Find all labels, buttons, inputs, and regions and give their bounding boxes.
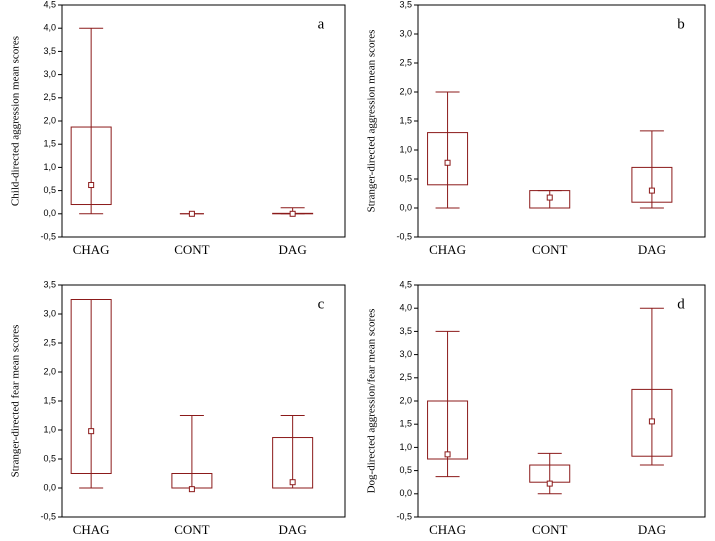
center-marker	[546, 194, 553, 201]
y-axis-label: Stranger-directed aggression mean scores	[366, 30, 378, 213]
x-tick-label: CONT	[532, 522, 567, 537]
y-tick-label: -0,5	[396, 231, 412, 241]
y-tick-label: 3,0	[399, 349, 412, 359]
center-marker	[88, 182, 95, 189]
x-tick-label: CHAG	[73, 242, 110, 257]
x-tick-label: CONT	[174, 522, 209, 537]
y-tick-label: 3,0	[399, 28, 412, 38]
center-marker	[546, 480, 553, 487]
y-tick-label: 1,5	[399, 115, 412, 125]
box	[529, 190, 571, 209]
y-tick-label: 3,5	[399, 0, 412, 9]
x-tick-label: DAG	[638, 522, 666, 537]
y-tick-label: 1,0	[43, 162, 56, 172]
y-tick-label: 1,0	[43, 424, 56, 434]
center-marker	[188, 486, 195, 493]
box	[427, 400, 469, 460]
plot-frame	[61, 4, 346, 238]
box	[272, 437, 314, 489]
y-tick-label: 1,5	[43, 395, 56, 405]
y-tick-label: 1,0	[399, 442, 412, 452]
center-marker	[289, 479, 296, 486]
box	[631, 166, 673, 203]
y-tick-label: 0,0	[399, 488, 412, 498]
center-marker	[188, 210, 195, 217]
y-tick-label: 2,5	[399, 372, 412, 382]
center-marker	[648, 418, 655, 425]
y-tick-label: 0,0	[399, 202, 412, 212]
y-tick-label: 4,0	[399, 303, 412, 313]
y-tick-label: 0,5	[43, 453, 56, 463]
y-tick-label: 2,0	[43, 366, 56, 376]
y-tick-label: 4,0	[43, 23, 56, 33]
y-tick-label: 3,5	[43, 46, 56, 56]
center-marker	[648, 187, 655, 194]
y-tick-label: 2,5	[43, 337, 56, 347]
y-tick-label: 3,5	[399, 326, 412, 336]
x-tick-label: CHAG	[73, 522, 110, 537]
y-tick-label: -0,5	[396, 511, 412, 521]
y-tick-label: 0,5	[399, 173, 412, 183]
box	[70, 126, 112, 206]
box	[631, 388, 673, 457]
y-tick-label: 2,5	[399, 57, 412, 67]
center-marker	[444, 159, 451, 166]
y-tick-label: 2,0	[399, 395, 412, 405]
y-tick-label: 1,0	[399, 144, 412, 154]
y-tick-label: 0,5	[399, 465, 412, 475]
y-tick-label: 2,0	[43, 115, 56, 125]
box	[70, 299, 112, 474]
y-tick-label: 2,5	[43, 92, 56, 102]
x-tick-label: CONT	[174, 242, 209, 257]
x-tick-label: DAG	[279, 522, 307, 537]
y-tick-label: 4,5	[399, 279, 412, 289]
box	[427, 132, 469, 186]
panel-letter: a	[318, 16, 325, 32]
x-tick-label: CHAG	[429, 242, 466, 257]
x-tick-label: DAG	[279, 242, 307, 257]
y-tick-label: 1,5	[43, 139, 56, 149]
y-tick-label: 4,5	[43, 0, 56, 9]
plot-frame	[61, 284, 346, 518]
y-tick-label: 0,5	[43, 185, 56, 195]
x-tick-label: DAG	[638, 242, 666, 257]
y-tick-label: 1,5	[399, 419, 412, 429]
center-marker	[289, 210, 296, 217]
panel-letter: b	[677, 16, 685, 32]
x-tick-label: CONT	[532, 242, 567, 257]
y-tick-label: 3,0	[43, 308, 56, 318]
x-tick-label: CHAG	[429, 522, 466, 537]
center-marker	[444, 451, 451, 458]
y-tick-label: -0,5	[40, 511, 56, 521]
panel-letter: d	[677, 296, 685, 312]
y-tick-label: 2,0	[399, 86, 412, 96]
y-axis-label: Dog-directed aggression/fear mean scores	[366, 309, 378, 494]
y-axis-label: Child-directed aggression mean scores	[10, 36, 22, 206]
panel-letter: c	[318, 296, 325, 312]
y-tick-label: 3,0	[43, 69, 56, 79]
y-tick-label: 0,0	[43, 482, 56, 492]
center-marker	[88, 428, 95, 435]
y-axis-label: Stranger-directed fear mean scores	[10, 325, 22, 478]
y-tick-label: -0,5	[40, 231, 56, 241]
y-tick-label: 3,5	[43, 279, 56, 289]
y-tick-label: 0,0	[43, 208, 56, 218]
